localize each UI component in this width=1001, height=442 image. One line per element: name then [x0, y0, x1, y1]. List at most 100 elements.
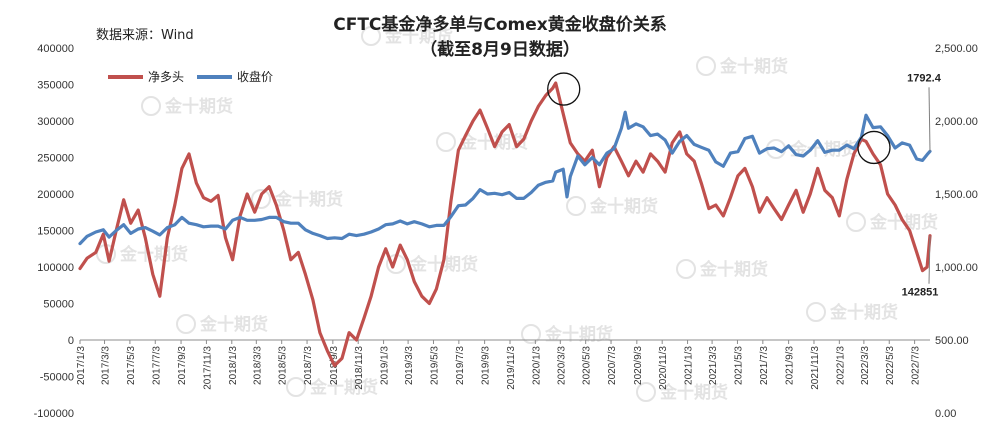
series-line-close-price [78, 110, 932, 246]
highlight-circle [547, 72, 581, 106]
x-axis-tick-label: 2021/1/3 [684, 346, 695, 385]
watermark-logo-icon [176, 314, 196, 334]
watermark-logo-icon [696, 56, 716, 76]
x-axis-tick-label: 2017/1/3 [76, 346, 87, 385]
watermark-logo-icon [286, 377, 306, 397]
x-axis-tick-label: 2019/9/3 [481, 346, 492, 385]
right-axis-tick-label: 2,000.00 [935, 116, 978, 128]
watermark-logo-icon [846, 212, 866, 232]
watermark-text: 金十期货 [659, 382, 728, 403]
series-line-net-long [78, 81, 932, 368]
axes-layer: -100000 -50000 0 50000 100000 150000 200000 250… [34, 43, 978, 420]
right-axis-tick-label: 500.00 [935, 335, 969, 347]
x-axis-tick-label: 2021/11/3 [810, 346, 821, 390]
annotation-leader-line [928, 235, 931, 284]
watermark-text: 金十期货 [119, 244, 188, 265]
x-axis-tick-label: 2018/5/3 [278, 346, 289, 385]
left-axis-tick-label: 0 [68, 335, 74, 347]
x-axis-tick-label: 2021/7/3 [759, 346, 770, 385]
x-axis-tick-label: 2017/7/3 [151, 346, 162, 385]
annotation-close-price-value: 1792.4 [907, 72, 942, 84]
watermark-logo-icon [566, 196, 586, 216]
x-axis-tick-label: 2017/5/3 [126, 346, 137, 385]
x-axis-tick-label: 2018/3/3 [252, 346, 263, 385]
watermark-text: 金十期货 [384, 26, 453, 47]
legend-label-net-long: 净多头 [148, 70, 184, 84]
x-axis-tick-label: 2020/1/3 [531, 346, 542, 385]
left-axis-tick-label: 200000 [37, 189, 74, 201]
left-axis-tick-label: 350000 [37, 80, 74, 92]
x-axis-tick-label: 2018/11/3 [354, 346, 365, 390]
x-axis-tick-label: 2020/5/3 [582, 346, 593, 385]
x-axis-tick-label: 2020/11/3 [658, 346, 669, 390]
watermark: 金十期货 [251, 189, 343, 210]
watermark: 金十期货 [141, 96, 233, 117]
watermark: 金十期货 [676, 259, 768, 280]
chart-title: CFTC基金净多单与Comex黄金收盘价关系 [333, 14, 667, 35]
left-axis-tick-label: 300000 [37, 116, 74, 128]
watermark-logo-icon [436, 132, 456, 152]
watermark: 金十期货 [846, 212, 938, 233]
watermark: 金十期货 [386, 254, 478, 275]
watermark-text: 金十期货 [699, 259, 768, 280]
watermark-logo-icon [636, 382, 656, 402]
watermark-text: 金十期货 [544, 324, 613, 345]
watermark: 金十期货 [286, 377, 378, 398]
left-axis-tick-label: 250000 [37, 153, 74, 165]
watermark: 金十期货 [176, 314, 268, 335]
x-axis-tick-label: 2022/1/3 [835, 346, 846, 385]
annotation-layer: 1792.4 142851 [547, 72, 942, 299]
x-axis-tick-label: 2019/5/3 [429, 346, 440, 385]
x-axis-tick-label: 2022/3/3 [860, 346, 871, 385]
watermark-text: 金十期货 [829, 302, 898, 323]
x-axis-tick-label: 2020/3/3 [556, 346, 567, 385]
x-axis-tick-label: 2018/1/3 [228, 346, 239, 385]
annotation-net-long-value: 142851 [902, 287, 939, 299]
watermark-logo-icon [251, 189, 271, 209]
watermark-logo-icon [676, 259, 696, 279]
chart-subtitle: （截至8月9日数据） [420, 39, 580, 60]
watermark-logo-icon [521, 324, 541, 344]
watermark-logo-icon [141, 96, 161, 116]
x-axis-tick-label: 2018/7/3 [303, 346, 314, 385]
x-axis-tick-label: 2017/9/3 [177, 346, 188, 385]
watermark-logo-icon [361, 26, 381, 46]
x-axis-tick-label: 2021/3/3 [708, 346, 719, 385]
left-axis-tick-label: 400000 [37, 43, 74, 55]
watermark: 金十期货 [696, 56, 788, 77]
highlight-circle [857, 130, 891, 165]
x-axis-tick-label: 2020/9/3 [633, 346, 644, 385]
legend: 净多头 收盘价 [108, 69, 273, 84]
legend-label-close-price: 收盘价 [237, 69, 273, 84]
watermark-logo-icon [806, 302, 826, 322]
left-axis-tick-label: -100000 [34, 408, 74, 420]
watermark-text: 金十期货 [199, 314, 268, 335]
x-axis-tick-label: 2020/7/3 [607, 346, 618, 385]
x-axis-tick-label: 2022/5/3 [885, 346, 896, 385]
left-axis-tick-label: 50000 [43, 299, 74, 311]
watermark-text: 金十期货 [719, 56, 788, 77]
watermark: 金十期货 [636, 382, 728, 403]
x-axis-tick-label: 2021/5/3 [733, 346, 744, 385]
watermark-text: 金十期货 [309, 377, 378, 398]
annotation-leader-line [928, 87, 931, 152]
x-axis-tick-label: 2019/11/3 [506, 346, 517, 390]
right-axis-tick-label: 0.00 [935, 408, 956, 420]
data-source-label: 数据来源：Wind [96, 28, 194, 43]
right-axis-tick-label: 2,500.00 [935, 43, 978, 55]
x-axis-tick-label: 2019/3/3 [404, 346, 415, 385]
series-layer [78, 81, 932, 368]
left-axis-tick-label: 100000 [37, 262, 74, 274]
x-axis-tick-label: 2019/7/3 [455, 346, 466, 385]
watermark: 金十期货 [361, 26, 453, 47]
watermark-text: 金十期货 [164, 96, 233, 117]
x-axis-tick-label: 2017/3/3 [101, 346, 112, 385]
x-axis-tick-label: 2017/11/3 [202, 346, 213, 390]
watermark: 金十期货 [806, 302, 898, 323]
right-axis-tick-label: 1,000.00 [935, 262, 978, 274]
right-axis-tick-label: 1,500.00 [935, 189, 978, 201]
watermark-text: 金十期货 [589, 196, 658, 217]
left-axis-tick-label: 150000 [37, 226, 74, 238]
x-axis-tick-label: 2022/7/3 [911, 346, 922, 385]
